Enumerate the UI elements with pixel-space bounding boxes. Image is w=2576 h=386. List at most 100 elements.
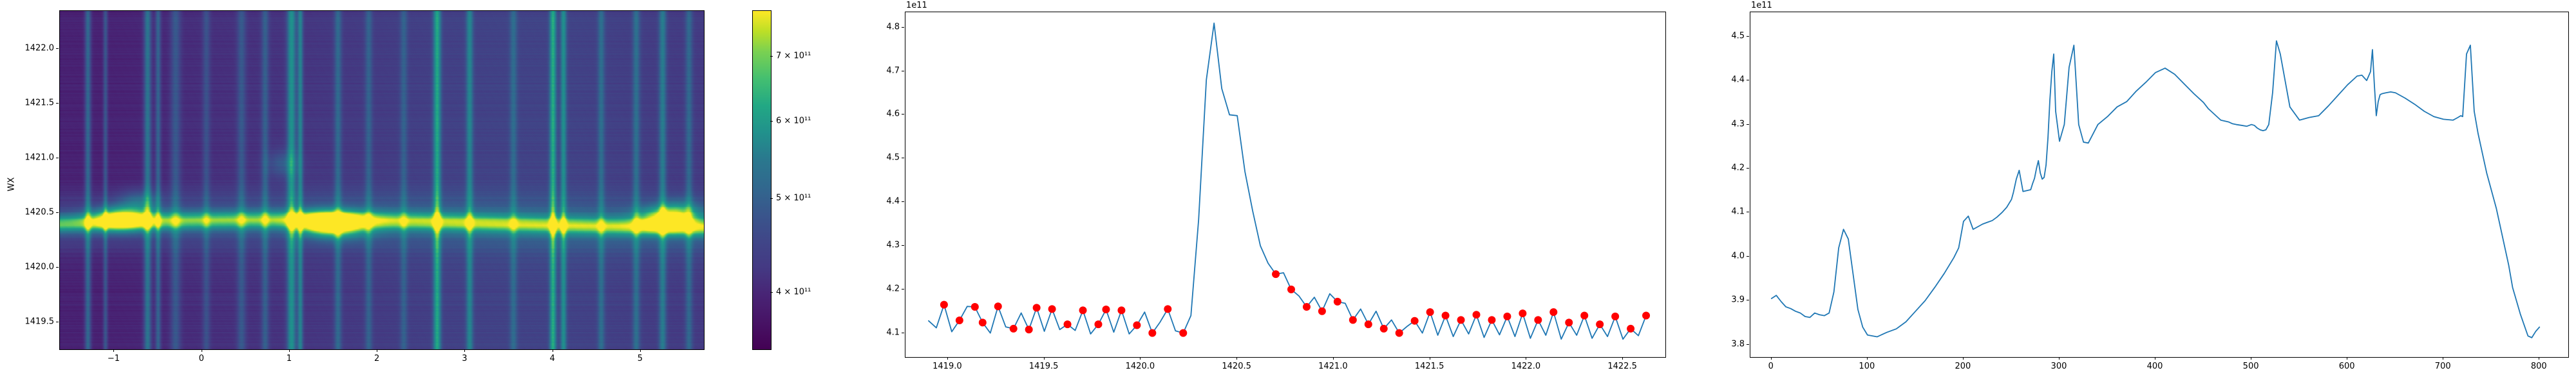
heatmap-axes[interactable]	[59, 10, 705, 350]
heatmap-x-tick-label: −1	[107, 354, 120, 363]
profile-y-tickmark	[1747, 255, 1749, 257]
profile-y-tickmark	[1747, 344, 1749, 345]
heatmap-x-tick-label: 5	[637, 354, 643, 363]
spectrum-peak-marker	[1472, 311, 1481, 319]
profile-y-tickmark	[1747, 124, 1749, 125]
heatmap-x-tick-label: 2	[374, 354, 380, 363]
heatmap-x-tickmark	[113, 349, 115, 352]
profile-x-tickmark	[2058, 357, 2060, 360]
spectrum-peak-marker	[1102, 306, 1110, 314]
spectrum-x-tick-label: 1421.5	[1414, 362, 1444, 371]
colorbar-tick-label: 4 × 10¹¹	[776, 287, 811, 297]
spectrum-peak-marker	[1503, 312, 1511, 320]
spectrum-peak-marker	[1627, 324, 1635, 333]
spectrum-x-tick-label: 1422.5	[1607, 362, 1637, 371]
profile-y-tickmark	[1747, 168, 1749, 169]
spectrum-peak-marker	[1611, 312, 1620, 320]
spectrum-plot-area	[928, 23, 1651, 340]
spectrum-peak-marker	[1009, 324, 1018, 333]
profile-axes[interactable]	[1750, 12, 2569, 358]
spectrum-peak-marker	[1488, 316, 1496, 324]
profile-x-tick-label: 100	[1859, 362, 1875, 371]
spectrum-x-tickmark	[1140, 357, 1141, 360]
spectrum-peak-marker	[1094, 320, 1103, 329]
spectrum-peak-marker	[1287, 285, 1295, 293]
heatmap-x-tickmark	[464, 349, 466, 352]
heatmap-y-tick-label: 1419.5	[24, 317, 55, 327]
profile-x-tick-label: 600	[2338, 362, 2355, 371]
spectrum-peak-marker	[1179, 329, 1188, 337]
spectrum-peak-marker	[1117, 306, 1126, 315]
profile-y-tick-label: 4.3	[1731, 119, 1745, 129]
spectrum-peak-marker	[1063, 320, 1072, 329]
profile-x-tick-label: 200	[1955, 362, 1971, 371]
colorbar-tickmark	[770, 198, 773, 199]
profile-y-tick-label: 4.0	[1731, 251, 1745, 261]
spectrum-peak-marker	[1048, 305, 1056, 313]
colorbar-tickmark	[770, 56, 773, 57]
spectrum-peak-marker	[1079, 306, 1087, 315]
heatmap-y-tick-label: 1422.0	[24, 43, 55, 53]
profile-x-tick-label: 800	[2530, 362, 2547, 371]
spectrum-peak-marker	[940, 300, 948, 309]
heatmap-y-tickmark	[56, 266, 59, 268]
spectrum-x-tick-label: 1421.0	[1318, 362, 1348, 371]
spectrum-peak-marker	[1318, 307, 1326, 315]
spectrum-peak-marker	[1395, 329, 1403, 337]
heatmap-x-tick-label: 3	[462, 354, 468, 363]
spectrum-x-tickmark	[1043, 357, 1045, 360]
colorbar-tick-label: 5 × 10¹¹	[776, 193, 811, 203]
spectrum-peak-marker	[1272, 270, 1280, 279]
spectrum-peak-marker	[1457, 316, 1465, 324]
heatmap-y-tick-label: 1421.5	[24, 98, 55, 108]
spectrum-peak-marker	[1333, 297, 1341, 306]
spectrum-y-tick-label: 4.2	[886, 284, 900, 294]
spectrum-peak-marker	[1596, 320, 1604, 329]
heatmap-y-tick-label: 1420.0	[24, 262, 55, 272]
profile-x-tickmark	[1962, 357, 1964, 360]
spectrum-peak-marker	[1580, 311, 1589, 320]
profile-x-tick-label: 300	[2050, 362, 2067, 371]
spectrum-peak-marker	[1379, 324, 1388, 333]
spectrum-y-tick-label: 4.8	[886, 22, 900, 32]
profile-y-tick-label: 3.9	[1731, 295, 1745, 305]
spectrum-y-tick-label: 4.5	[886, 152, 900, 163]
spectrum-peak-marker	[1426, 308, 1434, 317]
profile-y-tick-label: 4.2	[1731, 163, 1745, 173]
spectrum-x-tick-label: 1419.0	[933, 362, 962, 371]
heatmap-x-tick-label: 1	[286, 354, 292, 363]
profile-x-tick-label: 500	[2242, 362, 2259, 371]
spectrum-peak-marker	[1302, 302, 1311, 311]
spectrum-x-tickmark	[1236, 357, 1238, 360]
spectrum-peak-marker	[1025, 326, 1033, 334]
spectrum-peak-marker	[1642, 311, 1651, 320]
spectrum-peak-marker	[1133, 321, 1141, 329]
spectrum-peak-marker	[1441, 311, 1450, 320]
spectrum-x-tickmark	[1332, 357, 1334, 360]
spectrum-y-tick-label: 4.1	[886, 327, 900, 338]
spectrum-axes[interactable]	[905, 12, 1666, 358]
spectrum-peak-marker	[1519, 309, 1527, 318]
intensity-colorbar[interactable]	[752, 10, 772, 350]
spectrum-x-tick-label: 1422.0	[1511, 362, 1541, 371]
spectrum-x-tick-label: 1420.5	[1222, 362, 1251, 371]
profile-y-tick-label: 4.1	[1731, 207, 1745, 217]
spectrum-y-tick-label: 4.3	[886, 240, 900, 250]
profile-plot-area	[1770, 40, 2541, 338]
spectrum-x-tickmark	[947, 357, 948, 360]
profile-x-tick-label: 400	[2146, 362, 2163, 371]
spectrum-peak-marker	[1349, 316, 1357, 324]
heatmap-x-tick-label: 0	[198, 354, 204, 363]
profile-x-tickmark	[1866, 357, 1868, 360]
heatmap-y-tickmark	[56, 48, 59, 50]
spectrum-peak-marker	[955, 317, 963, 325]
spectrum-peak-marker	[1549, 308, 1558, 317]
spectrum-x-tick-label: 1419.5	[1028, 362, 1059, 371]
heatmap-x-tickmark	[639, 349, 641, 352]
profile-y-tick-label: 4.5	[1731, 31, 1745, 41]
spectrum-y-tickmark	[902, 288, 904, 290]
spectrum-peak-marker	[1410, 317, 1419, 325]
heatmap-y-tick-label: 1421.0	[24, 152, 55, 163]
spectrum-peak-marker	[1565, 318, 1573, 327]
